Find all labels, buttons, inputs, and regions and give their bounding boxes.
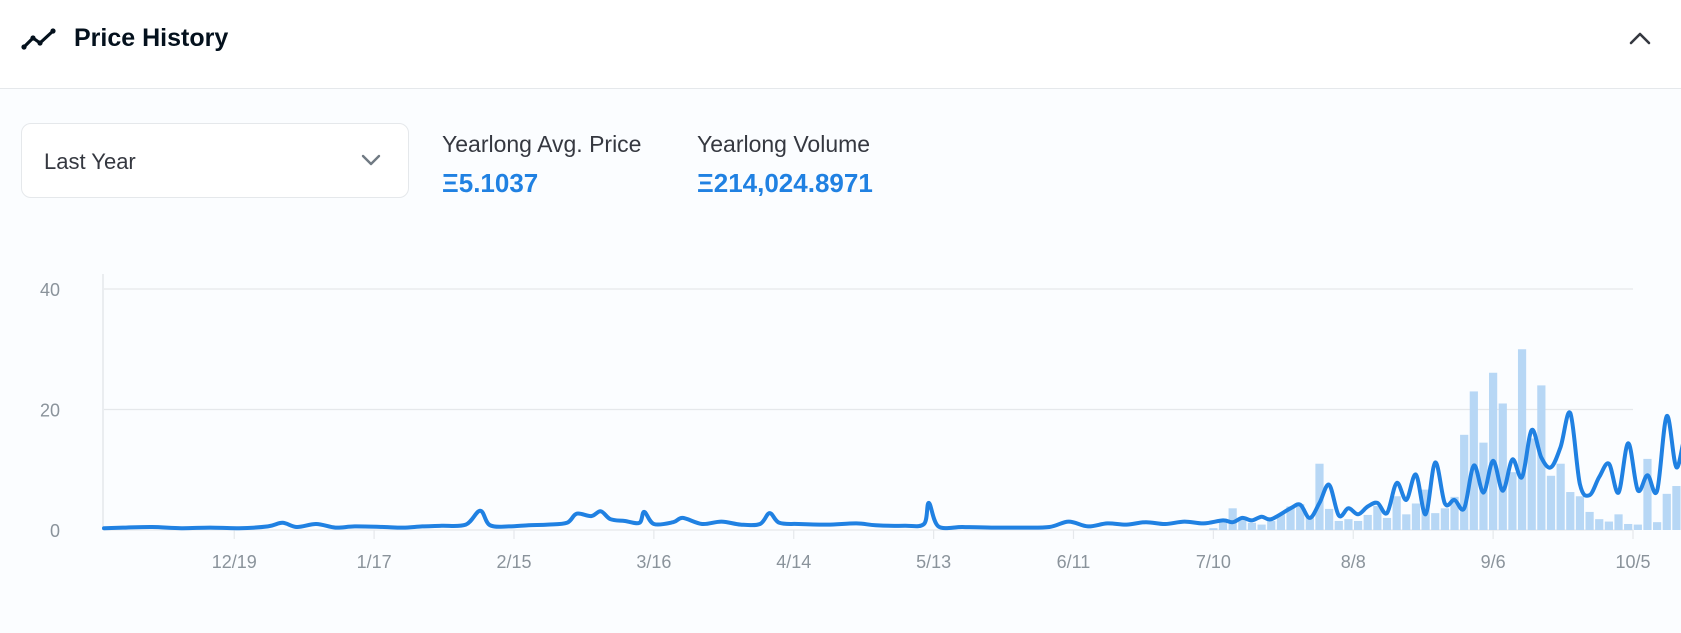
x-tick-label: 4/14 (776, 552, 811, 572)
volume-bar (1633, 524, 1642, 530)
panel-header[interactable]: Price History (0, 0, 1681, 89)
x-tick-label: 5/13 (916, 552, 951, 572)
volume-bar (1489, 372, 1498, 530)
volume-bar (1296, 504, 1305, 530)
volume-bar (1411, 503, 1421, 530)
y-tick-label: 40 (40, 280, 60, 300)
volume-bar (1286, 506, 1295, 530)
volume-bar (1257, 524, 1266, 530)
volume-label: Yearlong Volume (697, 131, 871, 157)
volume-bar (1575, 496, 1585, 530)
volume-bar (1431, 513, 1440, 530)
volume-bar (1305, 516, 1314, 530)
volume-bar (1363, 514, 1372, 530)
x-tick-label: 1/17 (357, 552, 392, 572)
time-range-select[interactable]: Last Year (21, 123, 409, 198)
volume-bar (1672, 486, 1681, 530)
volume-bar (1267, 520, 1276, 530)
x-tick-label: 8/8 (1341, 552, 1366, 572)
volume-bar (1334, 520, 1343, 530)
panel-title: Price History (74, 24, 229, 52)
panel-body: Last Year Yearlong Avg. Price Ξ5.1037 Ye… (0, 89, 1681, 633)
price-line (102, 410, 1681, 531)
volume-bar (1344, 519, 1353, 530)
volume-bar (1556, 463, 1565, 530)
x-tick-label: 3/16 (636, 552, 671, 572)
chevron-down-icon (361, 154, 381, 166)
volume-bar (1585, 511, 1594, 530)
x-tick-label: 9/6 (1481, 552, 1506, 572)
x-tick-label: 10/5 (1615, 552, 1650, 572)
volume-bar (1209, 528, 1218, 530)
volume-value: Ξ214,024.8971 (697, 168, 873, 198)
volume-bar (1566, 492, 1575, 530)
volume-bar (1479, 442, 1488, 530)
volume-bar (1450, 496, 1459, 530)
price-chart: 0 20 40 12/19 1/17 2/15 3/16 4/14 5/13 6/11 7/10 8/… (40, 274, 1681, 572)
chevron-up-icon[interactable] (1627, 27, 1653, 51)
avg-price-label: Yearlong Avg. Price (442, 131, 642, 157)
volume-bar (1624, 523, 1633, 530)
volume-bar (1614, 514, 1623, 530)
x-tick-label: 7/10 (1196, 552, 1231, 572)
volume-stat: Yearlong Volume Ξ214,024.8971 (697, 131, 873, 199)
volume-bar (1508, 472, 1517, 530)
volume-bar (1218, 520, 1228, 530)
volume-bar (1498, 403, 1507, 530)
volume-bar (1460, 434, 1469, 530)
volume-bar (1653, 522, 1662, 530)
volume-bar (1604, 521, 1613, 530)
y-tick-label: 20 (40, 401, 60, 421)
avg-price-stat: Yearlong Avg. Price Ξ5.1037 (442, 131, 641, 199)
volume-bar (1315, 463, 1324, 530)
volume-bar (1469, 391, 1478, 530)
volume-bar (1276, 514, 1285, 530)
volume-bar (1440, 508, 1449, 530)
volume-bar (1517, 349, 1527, 530)
volume-bar (1662, 493, 1671, 530)
volume-bar (1325, 508, 1334, 530)
volume-bar (1527, 438, 1536, 530)
avg-price-value: Ξ5.1037 (442, 168, 539, 198)
volume-bar (1595, 519, 1604, 530)
x-tick-label: 2/15 (496, 552, 531, 572)
volume-bar (1228, 508, 1237, 530)
volume-bar (1353, 520, 1363, 530)
volume-bar (1382, 517, 1392, 530)
volume-bar (1392, 496, 1401, 530)
trending-line-icon (21, 28, 56, 50)
x-tick-label: 6/11 (1057, 552, 1091, 572)
y-tick-label: 0 (50, 521, 60, 541)
x-tick-label: 12/19 (212, 552, 257, 572)
volume-bar (1373, 505, 1382, 530)
volume-bar (1247, 522, 1257, 530)
volume-bar (1546, 475, 1556, 530)
volume-bar (1238, 517, 1247, 530)
volume-bar (1402, 514, 1411, 530)
time-range-value: Last Year (44, 149, 136, 174)
volume-bar (1643, 458, 1652, 530)
